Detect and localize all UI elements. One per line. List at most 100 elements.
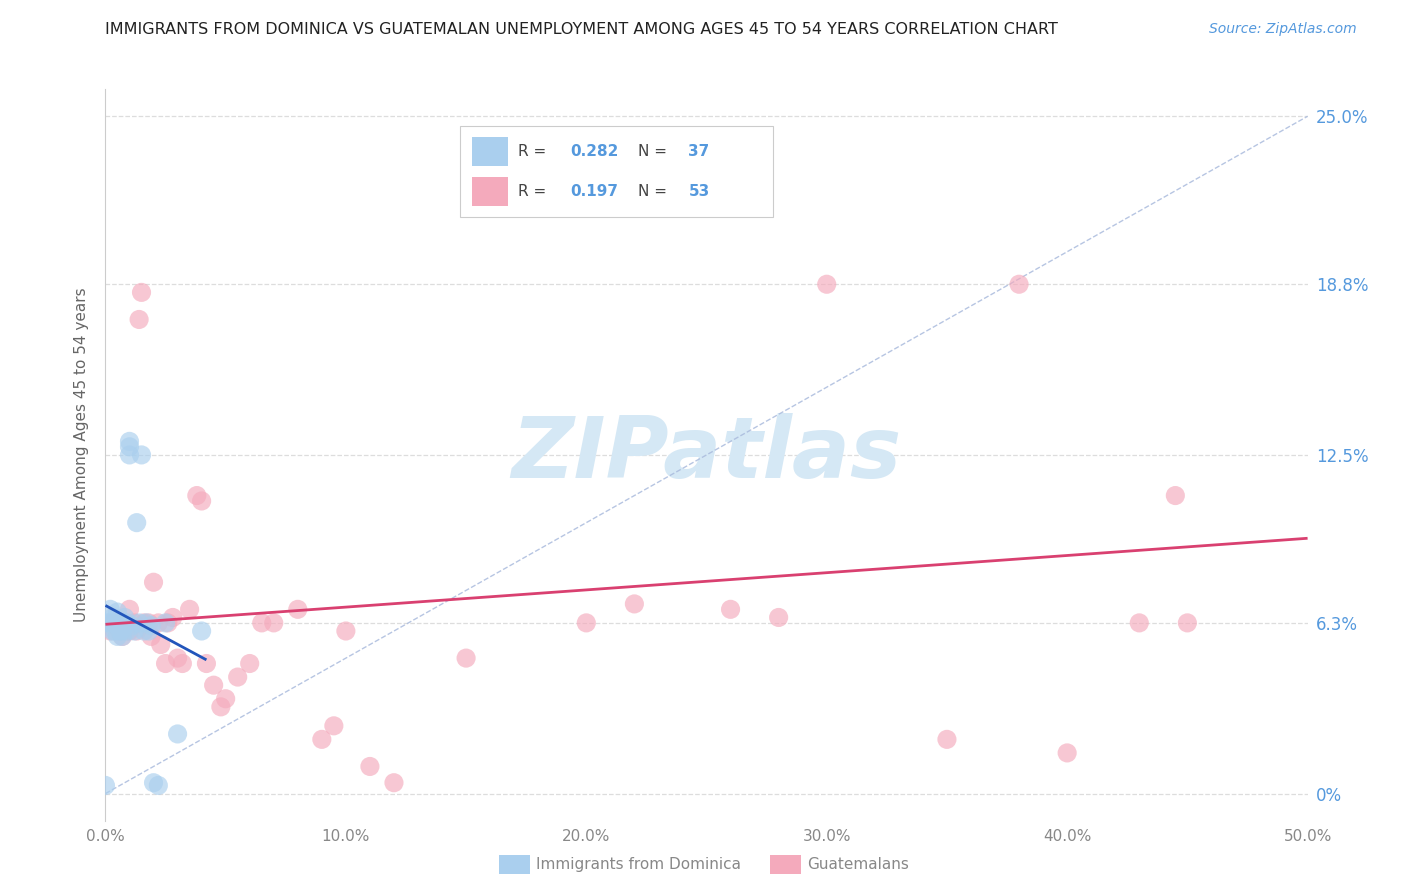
FancyBboxPatch shape bbox=[460, 126, 773, 218]
Point bbox=[190, 624, 212, 638]
Text: R =: R = bbox=[517, 184, 546, 199]
Point bbox=[114, 610, 136, 624]
Point bbox=[135, 615, 157, 630]
Point bbox=[623, 597, 645, 611]
Point bbox=[94, 779, 117, 793]
Point bbox=[128, 615, 150, 630]
Point bbox=[118, 624, 141, 638]
Point bbox=[132, 615, 155, 630]
Point bbox=[190, 494, 212, 508]
Point bbox=[214, 691, 236, 706]
Point bbox=[125, 516, 148, 530]
Point bbox=[118, 440, 141, 454]
Point bbox=[118, 448, 141, 462]
Bar bbox=[472, 177, 508, 206]
Point bbox=[382, 775, 405, 789]
Point bbox=[125, 624, 148, 638]
Point bbox=[142, 575, 165, 590]
Point bbox=[121, 618, 143, 632]
Text: 0.197: 0.197 bbox=[571, 184, 619, 199]
Point bbox=[172, 657, 194, 671]
Point bbox=[101, 615, 124, 630]
Text: 37: 37 bbox=[689, 144, 710, 159]
Point bbox=[131, 448, 153, 462]
Point bbox=[359, 759, 381, 773]
Point bbox=[148, 615, 170, 630]
Point bbox=[98, 624, 121, 638]
Point bbox=[111, 624, 134, 638]
Point bbox=[132, 624, 155, 638]
Text: N =: N = bbox=[638, 144, 666, 159]
Point bbox=[111, 615, 134, 630]
Text: Immigrants from Dominica: Immigrants from Dominica bbox=[536, 857, 741, 871]
Point bbox=[335, 624, 357, 638]
Point bbox=[696, 169, 718, 183]
Point bbox=[148, 779, 170, 793]
Point bbox=[124, 615, 146, 630]
Point bbox=[139, 629, 162, 643]
Point bbox=[322, 719, 344, 733]
Point bbox=[139, 618, 162, 632]
Point bbox=[1175, 615, 1198, 630]
Point bbox=[98, 615, 121, 630]
Point bbox=[1164, 489, 1187, 503]
Point bbox=[166, 651, 188, 665]
Point bbox=[202, 678, 225, 692]
Point bbox=[815, 277, 838, 292]
Point bbox=[114, 615, 136, 630]
Point bbox=[186, 489, 208, 503]
Point bbox=[454, 651, 477, 665]
Text: R =: R = bbox=[517, 144, 546, 159]
Point bbox=[108, 624, 131, 638]
Bar bbox=[472, 136, 508, 166]
Point bbox=[101, 624, 124, 638]
Point bbox=[114, 618, 136, 632]
Point bbox=[104, 615, 127, 630]
Text: N =: N = bbox=[638, 184, 666, 199]
Text: Source: ZipAtlas.com: Source: ZipAtlas.com bbox=[1209, 22, 1357, 37]
Y-axis label: Unemployment Among Ages 45 to 54 years: Unemployment Among Ages 45 to 54 years bbox=[75, 287, 90, 623]
Point bbox=[107, 615, 129, 630]
Point bbox=[128, 312, 150, 326]
Point bbox=[111, 629, 134, 643]
Point bbox=[226, 670, 249, 684]
Point bbox=[179, 602, 201, 616]
Point bbox=[162, 610, 184, 624]
Point bbox=[287, 602, 309, 616]
Point bbox=[118, 434, 141, 449]
Point bbox=[768, 610, 790, 624]
Point bbox=[115, 615, 138, 630]
Point bbox=[166, 727, 188, 741]
Point bbox=[115, 624, 138, 638]
Point bbox=[124, 624, 146, 638]
Point bbox=[108, 615, 131, 630]
Point bbox=[156, 615, 179, 630]
Point bbox=[239, 657, 262, 671]
Point bbox=[107, 618, 129, 632]
Point bbox=[250, 615, 273, 630]
Point bbox=[155, 657, 177, 671]
Point bbox=[155, 615, 177, 630]
Point bbox=[195, 657, 218, 671]
Point bbox=[720, 602, 742, 616]
Text: IMMIGRANTS FROM DOMINICA VS GUATEMALAN UNEMPLOYMENT AMONG AGES 45 TO 54 YEARS CO: IMMIGRANTS FROM DOMINICA VS GUATEMALAN U… bbox=[105, 22, 1059, 37]
Point bbox=[104, 624, 127, 638]
Point bbox=[98, 602, 121, 616]
Point bbox=[311, 732, 333, 747]
Text: ZIPatlas: ZIPatlas bbox=[512, 413, 901, 497]
Point bbox=[263, 615, 285, 630]
Text: 0.282: 0.282 bbox=[571, 144, 619, 159]
Point bbox=[209, 699, 232, 714]
Point bbox=[111, 629, 134, 643]
Point bbox=[142, 775, 165, 789]
Text: Guatemalans: Guatemalans bbox=[807, 857, 908, 871]
Text: 53: 53 bbox=[689, 184, 710, 199]
Point bbox=[97, 615, 120, 630]
Point bbox=[1008, 277, 1031, 292]
Point bbox=[107, 629, 129, 643]
Point bbox=[575, 615, 598, 630]
Point bbox=[936, 732, 959, 747]
Point bbox=[118, 602, 141, 616]
Point bbox=[107, 605, 129, 619]
Point bbox=[138, 615, 160, 630]
